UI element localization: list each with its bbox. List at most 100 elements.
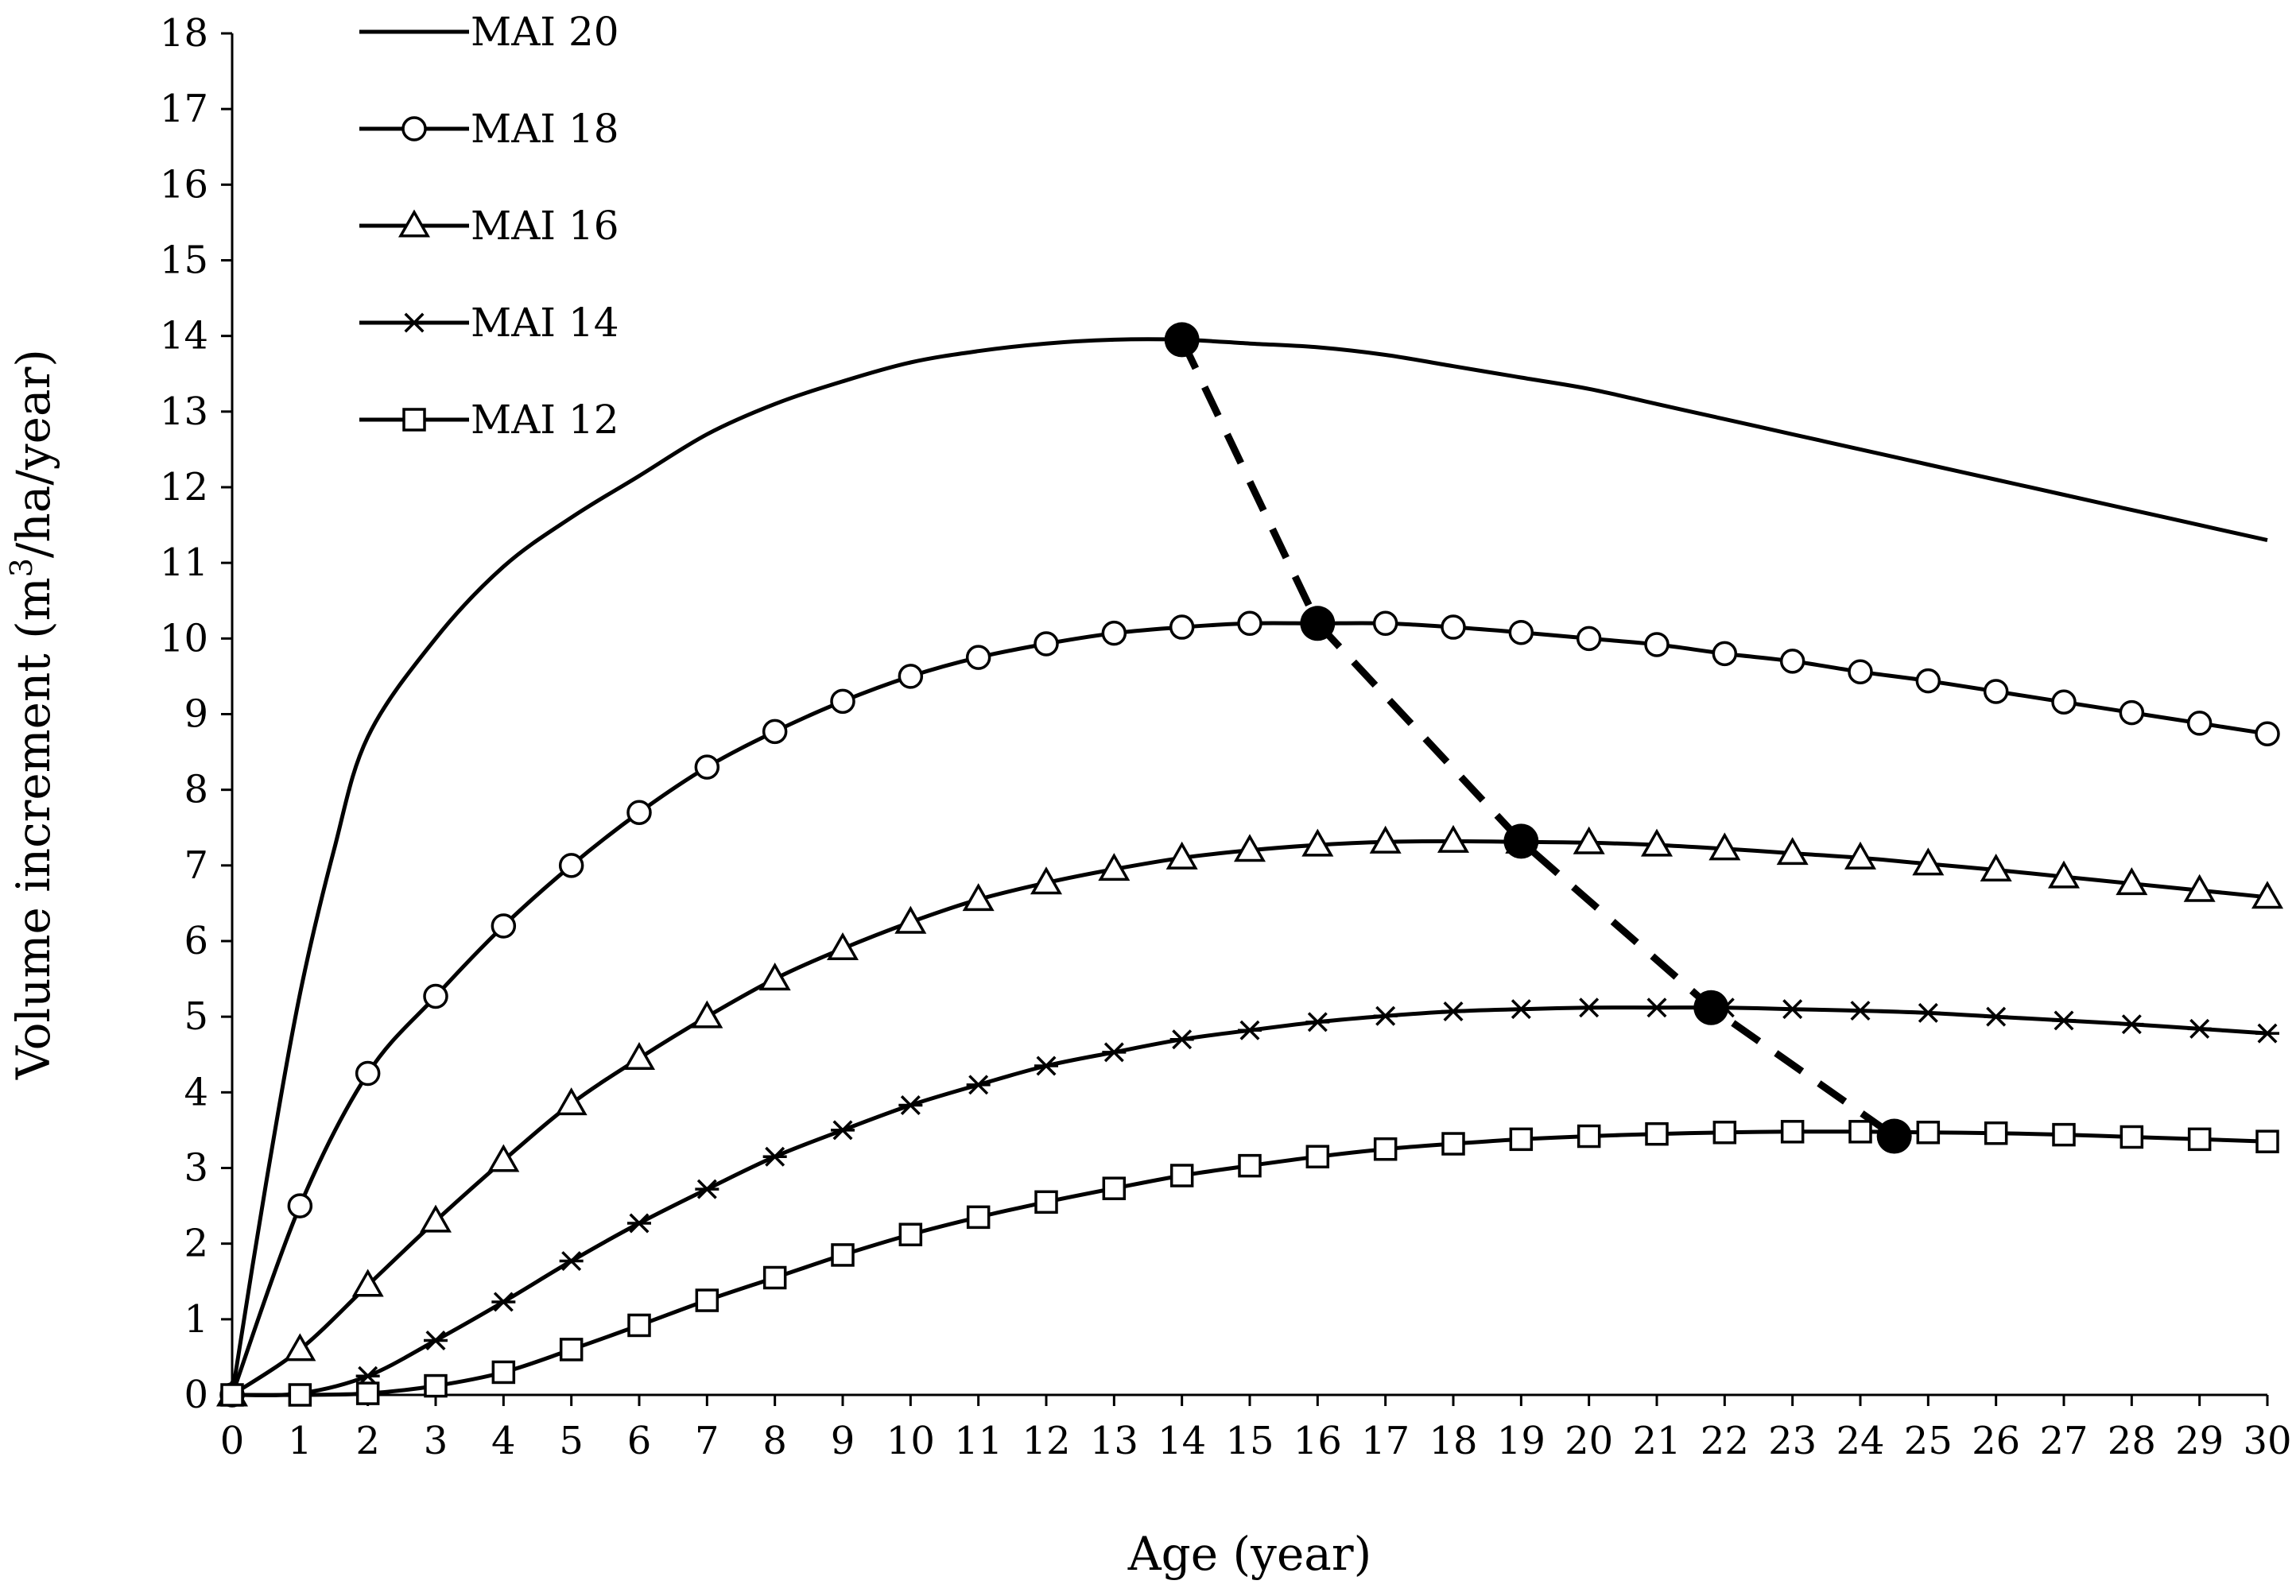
legend-label: MAI 20 [471, 9, 619, 55]
asterisk-marker [402, 312, 426, 333]
triangle-marker [1776, 837, 1809, 866]
triangle-marker [2251, 881, 2284, 909]
y-tick-label: 7 [184, 843, 208, 888]
circle-marker [1644, 632, 1670, 657]
asterisk-marker [831, 1120, 855, 1141]
circle-marker [1915, 668, 1941, 694]
y-tick-label: 6 [184, 919, 208, 963]
legend-item: MAI 12 [359, 397, 619, 443]
x-tick-label: 4 [491, 1419, 516, 1463]
square-marker [1916, 1121, 1941, 1145]
triangle-marker [1912, 847, 1945, 876]
asterisk-marker [1102, 1042, 1127, 1063]
legend-item: MAI 18 [359, 106, 619, 152]
square-marker [831, 1243, 855, 1267]
asterisk-marker [1916, 1002, 1941, 1023]
asterisk-marker [1441, 1001, 1465, 1021]
circle-marker [830, 688, 855, 715]
circle-marker [762, 719, 788, 745]
triangle-marker [1098, 853, 1131, 881]
x-tick-label: 2 [355, 1419, 380, 1463]
asterisk-marker [1509, 999, 1534, 1020]
square-marker [1034, 1190, 1058, 1214]
triangle-marker [555, 1087, 588, 1116]
legend-item: MAI 14 [359, 300, 619, 346]
x-tick-label: 3 [424, 1419, 448, 1463]
x-tick-label: 12 [1022, 1419, 1070, 1463]
circle-marker [2186, 711, 2213, 736]
x-tick-label: 23 [1768, 1419, 1817, 1463]
circle-marker [1712, 641, 1738, 667]
x-tick-label: 5 [559, 1419, 584, 1463]
square-marker [1305, 1145, 1330, 1168]
series-mai-12 [220, 1120, 2279, 1407]
x-tick-label: 9 [831, 1419, 855, 1463]
legend-label: MAI 16 [471, 203, 619, 249]
circle-marker [1372, 610, 1398, 637]
x-tick-label: 11 [954, 1419, 1003, 1463]
x-tick-label: 24 [1836, 1419, 1884, 1463]
series-line [230, 337, 2268, 1396]
asterisk-marker [1373, 1005, 1398, 1026]
square-marker [1577, 1124, 1601, 1149]
circle-marker [1101, 620, 1127, 646]
square-marker [2120, 1125, 2144, 1149]
circle-marker [1169, 614, 1195, 640]
circle-marker [1508, 619, 1534, 645]
x-tick-label: 27 [2039, 1419, 2088, 1463]
x-tick-label: 29 [2175, 1419, 2224, 1463]
triangle-marker [2047, 860, 2081, 889]
optimum-point-marker [1693, 990, 1729, 1025]
circle-marker [1237, 610, 1262, 637]
y-tick-label: 0 [184, 1373, 208, 1417]
x-tick-label: 21 [1632, 1419, 1681, 1463]
asterisk-marker [1305, 1012, 1330, 1032]
triangle-marker [758, 963, 791, 991]
asterisk-marker [1034, 1056, 1058, 1076]
x-tick-label: 16 [1293, 1419, 1342, 1463]
x-tick-label: 0 [220, 1419, 245, 1463]
x-tick-label: 13 [1090, 1419, 1138, 1463]
y-tick-label: 5 [184, 994, 208, 1039]
triangle-marker [419, 1204, 452, 1233]
circle-marker [1034, 631, 1059, 657]
square-marker [2255, 1129, 2279, 1153]
asterisk-marker [1169, 1029, 1194, 1050]
square-marker [1441, 1132, 1465, 1156]
circle-marker [898, 664, 924, 689]
asterisk-marker [1984, 1006, 2008, 1027]
chart-legend: MAI 20 MAI 18 MAI 16 MAI 14 MAI 12 [359, 9, 619, 443]
triangle-marker [1301, 828, 1334, 857]
square-marker [762, 1265, 787, 1290]
circle-marker [626, 800, 652, 825]
x-tick-label: 22 [1701, 1419, 1749, 1463]
y-tick-label: 12 [160, 465, 208, 509]
square-marker [1238, 1153, 1262, 1178]
optimum-point-marker [1164, 322, 1200, 358]
y-tick-label: 13 [160, 389, 208, 434]
x-tick-label: 1 [288, 1419, 312, 1463]
optimum-dashed-line [1178, 338, 1897, 1140]
y-axis-title-part-1: Volume increment (m [6, 577, 60, 1080]
triangle-marker [1573, 826, 1605, 854]
legend-item: MAI 20 [359, 9, 619, 55]
square-marker [1509, 1127, 1534, 1152]
square-marker [1984, 1121, 2008, 1145]
square-marker [1373, 1137, 1398, 1161]
y-tick-label: 8 [184, 768, 208, 812]
series-mai-20 [230, 337, 2268, 1396]
circle-marker [558, 853, 584, 878]
square-marker [2187, 1127, 2212, 1152]
asterisk-marker [2187, 1018, 2212, 1039]
y-tick-label: 1 [184, 1297, 208, 1342]
triangle-marker [351, 1269, 384, 1297]
circle-marker [1576, 626, 1602, 652]
asterisk-marker [2052, 1010, 2076, 1031]
asterisk-marker [762, 1146, 787, 1167]
y-tick-label: 17 [160, 87, 208, 131]
x-tick-label: 20 [1565, 1419, 1613, 1463]
triangle-marker [894, 905, 927, 934]
legend-label: MAI 12 [471, 397, 619, 443]
x-tick-label: 25 [1904, 1419, 1953, 1463]
